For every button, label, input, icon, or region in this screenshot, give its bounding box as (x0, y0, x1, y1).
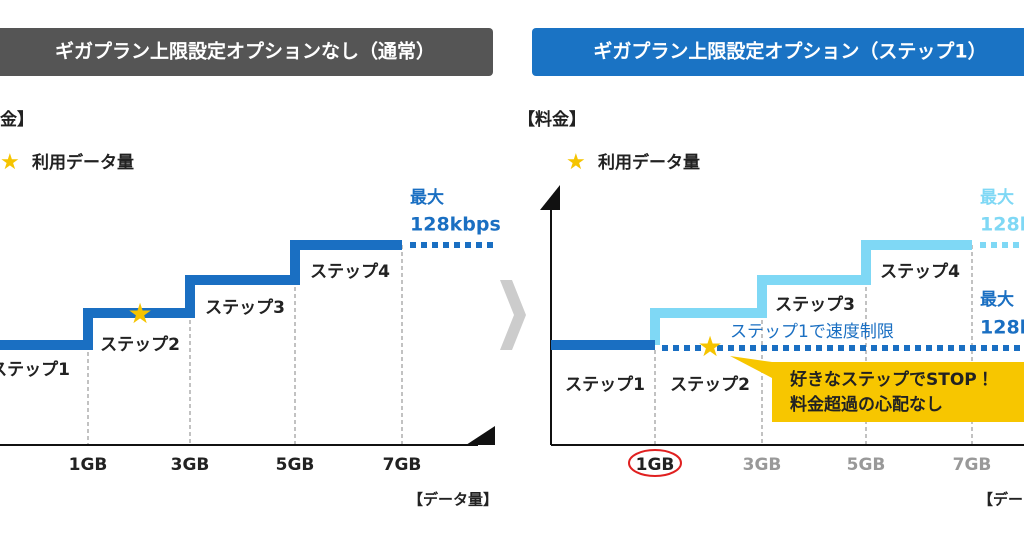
gridlines (87, 245, 403, 445)
price-steps (0, 240, 402, 350)
x-title: 【デー (978, 491, 1023, 509)
step-label: ステップ2 (670, 374, 750, 395)
star-icon: ★ (697, 330, 722, 363)
x-title: 【データ量】 (408, 491, 498, 509)
step-label: ステップ1 (0, 359, 70, 380)
callout-text: 好きなステップでSTOP！ (790, 369, 994, 390)
transition-arrow (500, 280, 526, 350)
x-label: 5GB (276, 455, 315, 475)
x-label: 5GB (847, 455, 886, 475)
x-label: 3GB (743, 455, 782, 475)
price-steps-off (650, 240, 972, 345)
legend: 利用データ量 (598, 152, 700, 173)
step-label: ステップ2 (100, 334, 180, 355)
x-label: 1GB (636, 455, 675, 475)
step-label: ステップ4 (310, 261, 390, 282)
axis-arrow (540, 185, 560, 210)
star-icon: ★ (127, 297, 152, 330)
max-label: 最大 (410, 187, 444, 208)
star-icon: ★ (0, 150, 20, 175)
limit-note: ステップ1で速度制限 (730, 322, 894, 342)
y-label: 金】 (0, 109, 34, 130)
speed-label: 128k (980, 317, 1024, 339)
highlight-circle (628, 449, 682, 477)
right-header-bar (532, 28, 1024, 76)
max-label: 最大 (980, 289, 1014, 310)
x-label: 1GB (69, 455, 108, 475)
left-header-bar (0, 28, 493, 76)
step-label: ステップ1 (565, 374, 645, 395)
step-label: ステップ3 (205, 297, 285, 318)
right-header: ギガプラン上限設定オプション（ステップ1） (593, 40, 986, 63)
speed-label: 128k (980, 214, 1024, 236)
callout-text: 料金超過の心配なし (790, 394, 943, 415)
x-label: 7GB (953, 455, 992, 475)
speed-label: 128kbps (410, 214, 501, 236)
legend: 利用データ量 (32, 152, 134, 173)
star-icon: ★ (566, 150, 586, 175)
y-label: 【料金】 (518, 109, 586, 130)
step-label: ステップ3 (775, 294, 855, 315)
max-label: 最大 (980, 187, 1014, 208)
left-header: ギガプラン上限設定オプションなし（通常） (55, 40, 435, 63)
callout (730, 356, 1024, 422)
axis-arrow (466, 426, 495, 445)
x-label: 7GB (383, 455, 422, 475)
step-label: ステップ4 (880, 261, 960, 282)
x-label: 3GB (171, 455, 210, 475)
